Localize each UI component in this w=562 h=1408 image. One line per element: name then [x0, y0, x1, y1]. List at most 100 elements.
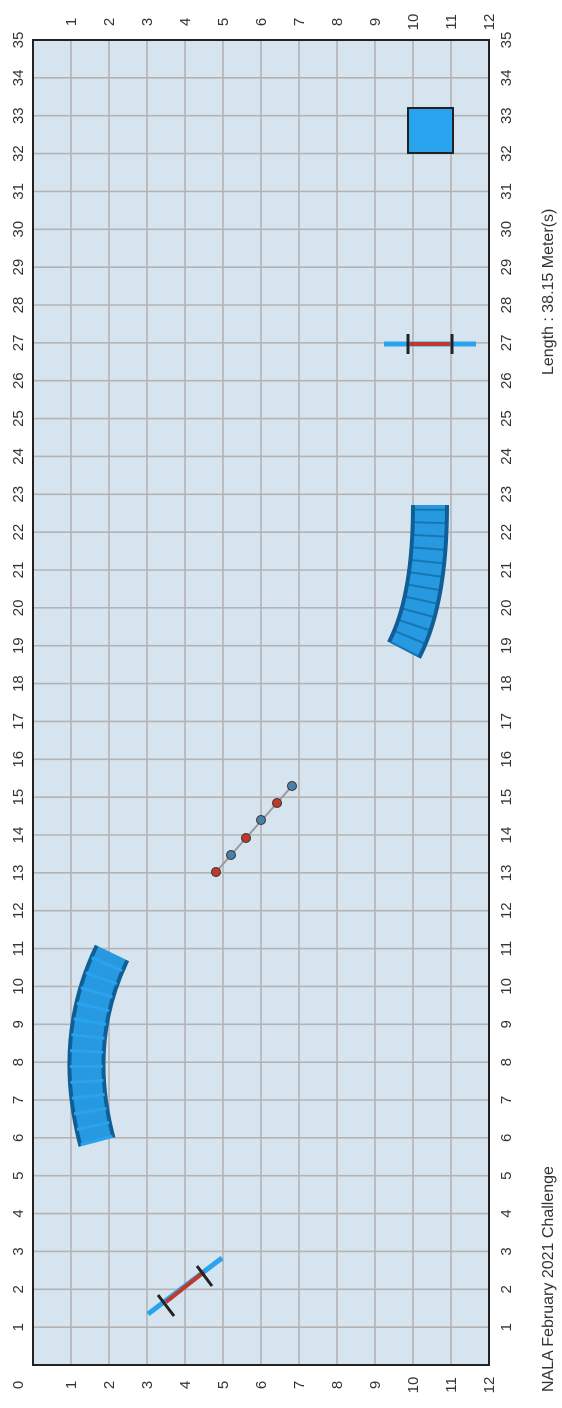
tick-label-long-right: 8 — [498, 1058, 515, 1066]
tick-label-short-top: 11 — [443, 14, 460, 30]
tick-label-short-top: 2 — [101, 18, 118, 26]
tick-label-long-left: 7 — [10, 1096, 27, 1104]
tick-label-long-right: 4 — [498, 1209, 515, 1217]
curved-tunnel-fill — [71, 946, 126, 1146]
tick-label-long-left: 3 — [10, 1247, 27, 1255]
tick-label-long-right: 9 — [498, 1020, 515, 1028]
tick-label-long-left: 28 — [10, 297, 27, 314]
tick-label-short-bottom: 7 — [291, 1381, 308, 1389]
tick-label-long-right: 2 — [498, 1285, 515, 1293]
tick-label-short-top: 7 — [291, 18, 308, 26]
tick-label-short-bottom: 6 — [253, 1381, 270, 1389]
tick-label-short-top: 3 — [139, 18, 156, 26]
tick-label-short-bottom: 11 — [443, 1377, 460, 1393]
winged-jump-obstacle — [146, 1256, 224, 1317]
tick-label-long-right: 20 — [498, 600, 515, 617]
tick-label-short-top: 12 — [481, 14, 498, 31]
tick-label-long-right: 31 — [498, 183, 515, 200]
tick-label-short-bottom: 2 — [101, 1381, 118, 1389]
tick-label-long-right: 13 — [498, 865, 515, 882]
tick-label-long-left: 35 — [10, 32, 27, 49]
tick-label-short-top: 9 — [367, 18, 384, 26]
tick-label-short-top: 4 — [177, 18, 194, 26]
tick-label-long-right: 19 — [498, 637, 515, 654]
tick-label-short-top: 6 — [253, 18, 270, 26]
course-title: NALA February 2021 Challenge — [540, 1166, 557, 1392]
tick-label-long-left: 6 — [10, 1134, 27, 1142]
tick-label-long-left: 26 — [10, 372, 27, 389]
tick-label-long-left: 31 — [10, 183, 27, 200]
tick-label-long-left: 2 — [10, 1285, 27, 1293]
tick-label-short-bottom: 9 — [367, 1381, 384, 1389]
curved-tunnel-ribs — [389, 504, 447, 658]
tick-label-short-bottom: 12 — [481, 1377, 498, 1394]
table-obstacle — [407, 107, 454, 154]
tick-label-long-left: 29 — [10, 259, 27, 276]
tick-label-long-right: 25 — [498, 410, 515, 427]
tick-label-long-left: 18 — [10, 675, 27, 692]
tick-label-long-left: 23 — [10, 486, 27, 503]
tick-label-long-right: 5 — [498, 1172, 515, 1180]
tick-label-long-right: 30 — [498, 221, 515, 238]
tick-label-long-left: 24 — [10, 448, 27, 465]
tick-label-long-right: 3 — [498, 1247, 515, 1255]
tick-label-long-left: 13 — [10, 865, 27, 882]
tick-label-long-left: 17 — [10, 713, 27, 730]
tick-label-short-top: 1 — [63, 18, 80, 26]
tick-label-long-left: 8 — [10, 1058, 27, 1066]
course-border — [32, 39, 490, 1366]
tick-label-long-right: 7 — [498, 1096, 515, 1104]
tick-label-long-right: 21 — [498, 562, 515, 579]
tick-label-long-left: 14 — [10, 827, 27, 844]
tick-label-long-left: 30 — [10, 221, 27, 238]
tick-label-origin: 0 — [10, 1381, 27, 1389]
weave-poles-obstacle — [211, 781, 297, 877]
tick-label-long-left: 5 — [10, 1172, 27, 1180]
tick-label-long-right: 18 — [498, 675, 515, 692]
tick-label-long-right: 10 — [498, 978, 515, 995]
tick-label-short-bottom: 10 — [405, 1377, 422, 1394]
tick-label-short-top: 8 — [329, 18, 346, 26]
tick-label-long-left: 22 — [10, 524, 27, 541]
tick-label-long-right: 23 — [498, 486, 515, 503]
tick-label-short-bottom: 8 — [329, 1381, 346, 1389]
tick-label-short-bottom: 1 — [63, 1381, 80, 1389]
tick-label-long-left: 21 — [10, 562, 27, 579]
tick-label-long-right: 14 — [498, 827, 515, 844]
tick-label-long-left: 11 — [10, 941, 27, 957]
tick-label-long-right: 27 — [498, 335, 515, 352]
tick-label-long-left: 34 — [10, 70, 27, 87]
tick-label-long-right: 24 — [498, 448, 515, 465]
tick-label-long-left: 4 — [10, 1209, 27, 1217]
tick-label-long-right: 12 — [498, 902, 515, 919]
tick-label-long-right: 28 — [498, 297, 515, 314]
tick-label-short-bottom: 4 — [177, 1381, 194, 1389]
tick-label-long-left: 9 — [10, 1020, 27, 1028]
tick-label-long-left: 10 — [10, 978, 27, 995]
tick-label-long-right: 1 — [498, 1323, 515, 1331]
tick-label-long-right: 34 — [498, 70, 515, 87]
tick-label-long-left: 16 — [10, 751, 27, 768]
tick-label-long-right: 16 — [498, 751, 515, 768]
tick-label-long-left: 20 — [10, 600, 27, 617]
course-length-label: Length : 38.15 Meter(s) — [540, 209, 557, 375]
tick-label-long-left: 27 — [10, 335, 27, 352]
tick-label-long-left: 15 — [10, 789, 27, 806]
tick-label-long-right: 6 — [498, 1134, 515, 1142]
tick-label-long-left: 32 — [10, 145, 27, 162]
tick-label-long-right: 33 — [498, 107, 515, 124]
tick-label-long-left: 12 — [10, 902, 27, 919]
tick-label-long-right: 15 — [498, 789, 515, 806]
tick-label-short-bottom: 3 — [139, 1381, 156, 1389]
tick-label-long-right: 22 — [498, 524, 515, 541]
tick-label-long-right: 29 — [498, 259, 515, 276]
tick-label-long-left: 25 — [10, 410, 27, 427]
winged-jump-obstacle — [384, 334, 476, 354]
tick-label-long-left: 33 — [10, 107, 27, 124]
tick-label-long-right: 32 — [498, 145, 515, 162]
tick-label-long-left: 1 — [10, 1323, 27, 1331]
tick-label-long-left: 19 — [10, 637, 27, 654]
tick-label-long-right: 17 — [498, 713, 515, 730]
